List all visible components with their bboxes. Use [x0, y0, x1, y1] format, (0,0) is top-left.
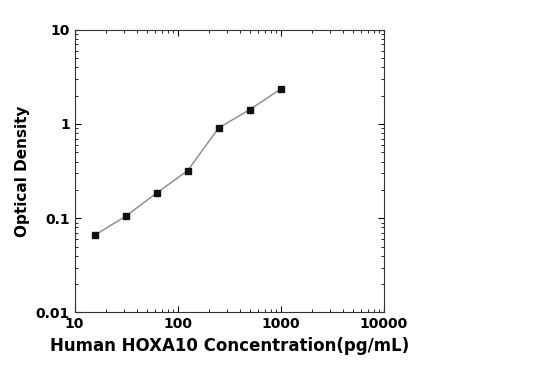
X-axis label: Human HOXA10 Concentration(pg/mL): Human HOXA10 Concentration(pg/mL) [50, 337, 409, 355]
Y-axis label: Optical Density: Optical Density [15, 105, 30, 237]
